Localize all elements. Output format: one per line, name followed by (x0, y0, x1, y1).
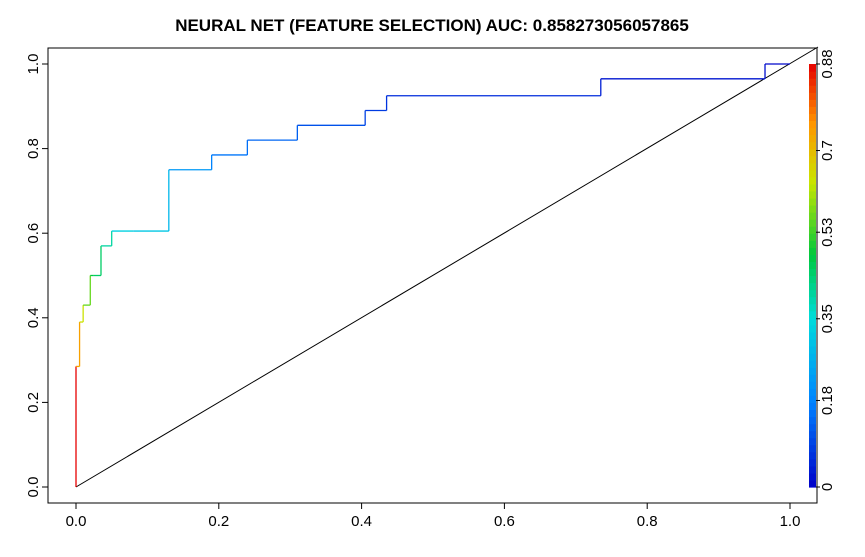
colorbar-swatch (809, 240, 816, 248)
colorbar-tick-label: 0.35 (819, 304, 836, 333)
colorbar-swatch (809, 310, 816, 319)
colorbar-swatch (809, 205, 816, 213)
colorbar-swatch (809, 226, 816, 234)
colorbar-swatch (809, 134, 816, 143)
diagonal-layer (75, 46, 819, 488)
colorbar-swatch (809, 268, 816, 277)
colorbar-swatch (809, 360, 816, 368)
colorbar-tick-label: 0.7 (819, 140, 836, 161)
colorbar-swatch (809, 331, 816, 340)
colorbar-swatch (809, 176, 816, 185)
colorbar-swatch (809, 458, 816, 467)
colorbar-swatch (809, 346, 816, 354)
colorbar-swatch (809, 282, 816, 291)
colorbar-swatch (809, 148, 816, 157)
colorbar-swatch (809, 353, 816, 361)
colorbar-swatch (809, 338, 816, 347)
colorbar-swatch (809, 317, 816, 326)
colorbar-swatch (809, 409, 816, 418)
colorbar-swatch (809, 395, 816, 403)
colorbar-swatch (809, 465, 816, 474)
colorbar-swatch (809, 106, 816, 114)
colorbar-swatch (809, 113, 816, 121)
colorbar-swatch (809, 162, 816, 171)
colorbar-swatch (809, 71, 816, 79)
colorbar-swatch (809, 416, 816, 425)
colorbar-swatch (809, 261, 816, 270)
x-tick-label: 0.6 (494, 513, 515, 530)
colorbar-swatch (809, 444, 816, 453)
colorbar-swatch (809, 296, 816, 305)
x-tick-label: 1.0 (780, 513, 801, 530)
colorbar-swatch (809, 289, 816, 298)
colorbar-swatch (809, 197, 816, 206)
colorbar-swatch (809, 219, 816, 227)
y-tick-label: 0.4 (25, 307, 42, 328)
colorbar-swatch (809, 212, 816, 220)
x-tick-label: 0.2 (208, 513, 229, 530)
chart-title: NEURAL NET (FEATURE SELECTION) AUC: 0.85… (175, 16, 689, 35)
colorbar-swatch (809, 367, 816, 375)
colorbar-swatch (809, 275, 816, 284)
colorbar-swatch (809, 437, 816, 446)
colorbar-swatch (809, 423, 816, 432)
colorbar-swatch (809, 92, 816, 100)
colorbar-swatch (809, 479, 816, 488)
colorbar-swatch (809, 233, 816, 241)
colorbar-swatch (809, 78, 816, 86)
colorbar-tick-label: 0.18 (819, 386, 836, 415)
y-axis: 0.0 0.2 0.4 0.6 0.8 1.0 (25, 54, 49, 498)
colorbar-swatch (809, 472, 816, 481)
colorbar-swatch (809, 183, 816, 192)
y-tick-label: 0.6 (25, 223, 42, 244)
colorbar-swatch (809, 451, 816, 460)
colorbar-tick-label: 0.88 (819, 49, 836, 78)
colorbar-swatch (809, 141, 816, 150)
colorbar-tick-label: 0 (819, 483, 836, 491)
x-tick-label: 0.8 (637, 513, 658, 530)
colorbar-swatch (809, 402, 816, 411)
colorbar-swatch (809, 430, 816, 439)
x-tick-label: 0.0 (66, 513, 87, 530)
colorbar-swatch (809, 388, 816, 396)
colorbar-swatch (809, 64, 816, 72)
colorbar-swatch (809, 247, 816, 255)
y-tick-label: 0.8 (25, 138, 42, 159)
x-axis: 0.0 0.2 0.4 0.6 0.8 1.0 (66, 502, 801, 530)
diagonal-reference-line (75, 46, 819, 488)
colorbar-swatch (809, 254, 816, 262)
colorbar-swatch (809, 303, 816, 312)
colorbar-swatch (809, 155, 816, 164)
colorbar-swatch (809, 381, 816, 389)
y-tick-label: 1.0 (25, 54, 42, 75)
y-tick-label: 0.2 (25, 392, 42, 413)
colorbar-swatch (809, 169, 816, 178)
colorbar-swatch (809, 190, 816, 199)
colorbar-tick-label: 0.53 (819, 218, 836, 247)
y-tick-label: 0.0 (25, 477, 42, 498)
colorbar-legend: 0 0.18 0.35 0.53 0.7 0.88 (809, 49, 836, 491)
x-tick-label: 0.4 (351, 513, 372, 530)
colorbar-swatch (809, 120, 816, 129)
colorbar-swatch (809, 324, 816, 333)
roc-curve (75, 63, 790, 487)
colorbar-swatch (809, 85, 816, 93)
colorbar-swatch (809, 374, 816, 382)
colorbar-swatch (809, 127, 816, 136)
colorbar-swatch (809, 99, 816, 107)
